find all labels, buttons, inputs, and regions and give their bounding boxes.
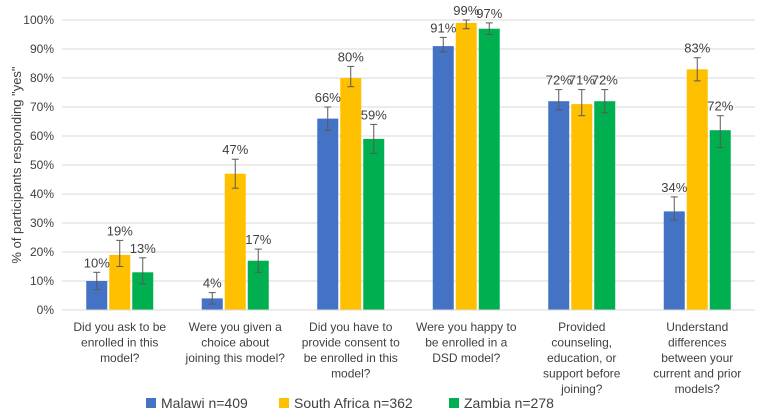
data-label: 99% — [453, 3, 479, 18]
x-category-line: differences — [668, 336, 726, 350]
data-labels: 10% 4% 66% 91% 72% 34% 19% 47% 80% 99% 71% 83% 13% 17… — [84, 3, 734, 291]
gridlines — [62, 19, 755, 282]
x-category-line: model? — [100, 351, 140, 365]
bar — [363, 138, 385, 310]
data-label: 83% — [684, 41, 710, 56]
y-axis-label: % of participants responding "yes" — [9, 66, 24, 263]
bar — [317, 118, 339, 310]
data-label: 71% — [569, 73, 595, 88]
error-bars — [93, 19, 724, 305]
x-category-line: between your — [661, 351, 733, 365]
data-label: 72% — [546, 73, 572, 88]
bar — [571, 104, 593, 310]
data-label: 66% — [315, 90, 341, 105]
x-category-line: Were you given a — [189, 320, 282, 334]
y-tick-label: 40% — [30, 187, 54, 201]
y-tick-label: 80% — [30, 71, 54, 85]
y-tick-label: 70% — [30, 100, 54, 114]
legend-swatch — [146, 398, 156, 408]
data-label: 4% — [203, 276, 222, 291]
bar — [132, 272, 154, 310]
bar — [548, 101, 570, 310]
y-tick-label: 10% — [30, 274, 54, 288]
legend-label: Malawi n=409 — [161, 395, 248, 411]
bar — [86, 281, 108, 310]
x-category-line: model? — [331, 367, 371, 381]
x-category-label: Did you ask to be enrolled in this model? — [73, 320, 166, 365]
data-label: 72% — [592, 73, 618, 88]
x-category-line: choice about — [201, 336, 270, 350]
y-axis: 0% 10% 20% 30% 40% 50% 60% 70% 80% 90% 100% — [23, 13, 54, 317]
data-label: 91% — [430, 20, 456, 35]
x-category-line: counseling, — [551, 336, 612, 350]
bar — [594, 101, 616, 310]
x-category-line: joining this model? — [185, 351, 286, 365]
bar — [455, 22, 477, 311]
x-category-label: Were you given a choice about joining this… — [185, 320, 286, 365]
data-label: 10% — [84, 255, 110, 270]
y-tick-label: 0% — [37, 303, 55, 317]
y-tick-label: 30% — [30, 216, 54, 230]
x-category-line: provide consent to — [302, 336, 400, 350]
x-category-line: education, or — [547, 351, 616, 365]
bar — [432, 46, 454, 310]
x-axis-categories: Did you ask to be enrolled in this model?W… — [73, 320, 741, 396]
x-category-line: current and prior — [653, 367, 741, 381]
data-label: 34% — [661, 180, 687, 195]
x-category-label: Provided counseling, education, or support … — [543, 320, 621, 396]
x-category-line: support before — [543, 367, 621, 381]
x-category-label: Understand differences between your current… — [653, 320, 741, 396]
bar — [224, 173, 246, 310]
data-label: 17% — [245, 232, 271, 247]
data-label: 13% — [130, 241, 156, 256]
data-label: 19% — [107, 223, 133, 238]
x-category-line: be enrolled in a — [425, 336, 507, 350]
bar — [247, 260, 269, 310]
bar — [709, 130, 731, 310]
y-tick-label: 50% — [30, 158, 54, 172]
y-tick-label: 20% — [30, 245, 54, 259]
x-category-line: Understand — [666, 320, 728, 334]
legend: Malawi n=409 South Africa n=362 Zambia n=2… — [146, 395, 554, 411]
x-category-line: Were you happy to — [416, 320, 517, 334]
x-category-line: Did you have to — [309, 320, 393, 334]
bar — [340, 78, 362, 310]
x-category-line: models? — [675, 382, 721, 396]
bar — [663, 211, 685, 310]
data-label: 97% — [476, 6, 502, 21]
y-tick-label: 90% — [30, 42, 54, 56]
bar — [109, 254, 131, 310]
x-category-line: Did you ask to be — [73, 320, 166, 334]
data-label: 59% — [361, 107, 387, 122]
legend-swatch — [449, 398, 459, 408]
data-label: 72% — [707, 99, 733, 114]
x-category-line: DSD model? — [432, 351, 500, 365]
bar — [686, 69, 708, 310]
x-category-label: Were you happy to be enrolled in a DSD mod… — [416, 320, 517, 365]
legend-label: South Africa n=362 — [294, 395, 413, 411]
x-category-line: enrolled in this — [81, 336, 158, 350]
bars — [86, 22, 731, 311]
y-tick-label: 60% — [30, 129, 54, 143]
data-label: 47% — [222, 142, 248, 157]
x-category-label: Did you have to provide consent to be enro… — [302, 320, 400, 381]
bar — [478, 28, 500, 310]
x-category-line: Provided — [558, 320, 605, 334]
x-category-line: joining? — [560, 382, 603, 396]
x-category-line: be enrolled in this — [304, 351, 398, 365]
data-label: 80% — [338, 49, 364, 64]
legend-swatch — [279, 398, 289, 408]
y-tick-label: 100% — [23, 13, 54, 27]
legend-label: Zambia n=278 — [464, 395, 554, 411]
